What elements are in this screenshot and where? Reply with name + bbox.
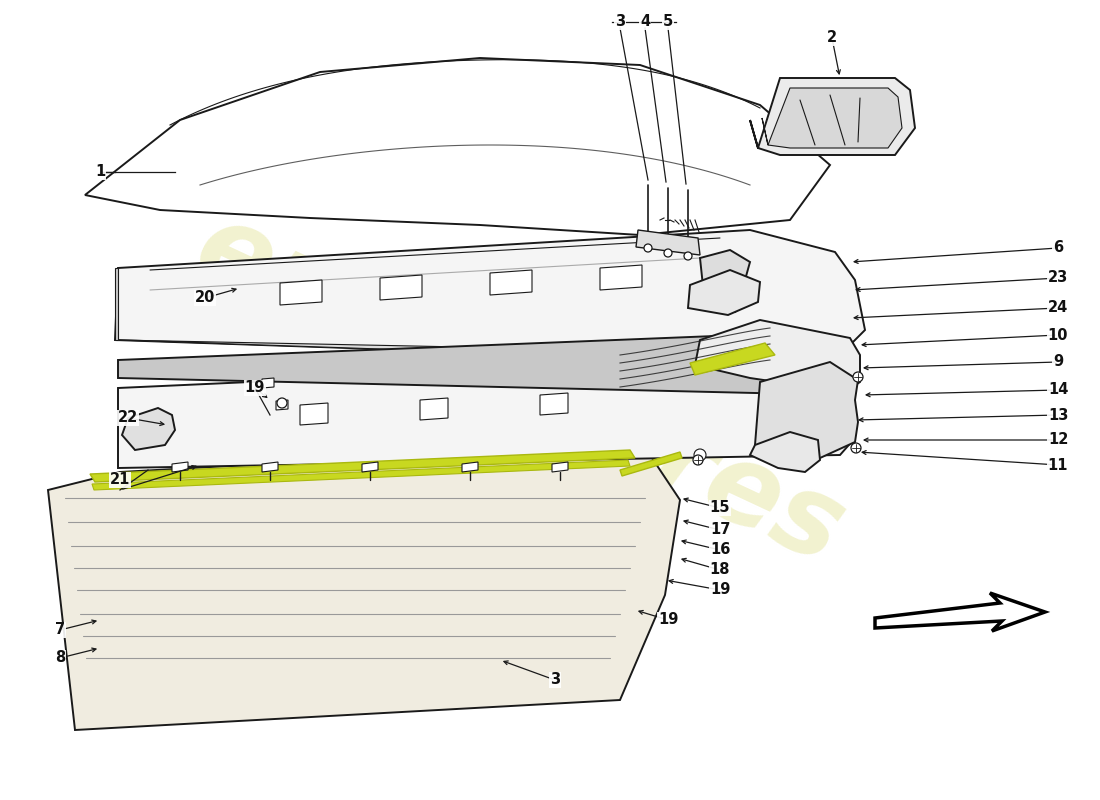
Text: a passion for parts since 1985: a passion for parts since 1985 [263,404,597,576]
Text: 18: 18 [710,562,730,578]
Text: 20: 20 [195,290,216,306]
Polygon shape [118,335,855,395]
Polygon shape [122,408,175,450]
Text: 16: 16 [710,542,730,558]
Polygon shape [262,378,274,388]
Text: 24: 24 [1048,301,1068,315]
Polygon shape [462,462,478,472]
Polygon shape [92,460,630,490]
Text: 9: 9 [1053,354,1063,370]
Text: 3: 3 [550,673,560,687]
Text: 7: 7 [55,622,65,638]
Polygon shape [540,393,568,415]
Text: 12: 12 [1048,433,1068,447]
Text: 23: 23 [1048,270,1068,286]
Polygon shape [552,462,568,472]
Polygon shape [420,398,448,420]
Text: 10: 10 [1047,327,1068,342]
Text: 11: 11 [1047,458,1068,473]
Text: 19: 19 [710,582,730,598]
Text: 19: 19 [245,381,265,395]
Polygon shape [874,593,1045,631]
Text: 13: 13 [1048,407,1068,422]
Polygon shape [636,230,700,255]
Text: 2: 2 [827,30,837,46]
Polygon shape [379,275,422,300]
Polygon shape [118,340,855,360]
Polygon shape [276,400,288,410]
Polygon shape [600,265,642,290]
Circle shape [684,252,692,260]
Polygon shape [172,462,188,472]
Polygon shape [750,78,915,155]
Circle shape [644,244,652,252]
Text: eurospares: eurospares [179,193,861,587]
Text: 5: 5 [663,14,673,30]
Polygon shape [362,462,378,472]
Text: 1: 1 [95,165,106,179]
Circle shape [277,398,287,408]
Polygon shape [90,450,635,482]
Polygon shape [85,58,831,235]
Text: 17: 17 [710,522,730,538]
Polygon shape [280,280,322,305]
Polygon shape [762,88,902,148]
Circle shape [664,249,672,257]
Text: 6: 6 [1053,241,1063,255]
Polygon shape [620,452,682,476]
Text: 3: 3 [615,14,625,30]
Text: 19: 19 [658,613,679,627]
Text: 15: 15 [710,501,730,515]
Polygon shape [116,230,865,360]
Circle shape [852,372,864,382]
Circle shape [851,443,861,453]
Text: 4: 4 [640,14,650,30]
Polygon shape [262,462,278,472]
Polygon shape [690,343,776,375]
Polygon shape [300,403,328,425]
Polygon shape [490,270,532,295]
Polygon shape [116,268,118,340]
Circle shape [693,455,703,465]
Text: 14: 14 [1048,382,1068,398]
Polygon shape [118,360,855,468]
Text: 8: 8 [55,650,65,666]
Polygon shape [750,432,820,472]
Text: 21: 21 [110,473,130,487]
Polygon shape [688,270,760,315]
Polygon shape [48,445,680,730]
Circle shape [694,449,706,461]
Polygon shape [695,320,860,392]
Text: 22: 22 [118,410,139,426]
Polygon shape [755,362,858,458]
Polygon shape [700,250,750,312]
